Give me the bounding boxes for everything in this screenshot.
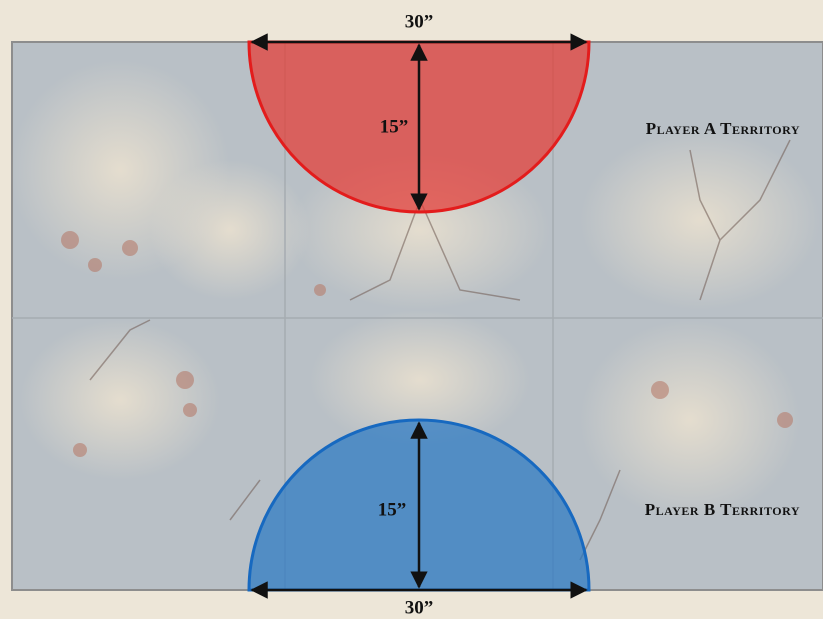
terrain bbox=[20, 320, 220, 480]
radius-label: 15” bbox=[378, 499, 407, 520]
dimension-arrows bbox=[250, 33, 588, 599]
terrain bbox=[580, 130, 820, 310]
territory-label: Player A Territory bbox=[646, 119, 800, 138]
width-label: 30” bbox=[405, 597, 434, 618]
terrain bbox=[310, 310, 530, 450]
radius-label: 15” bbox=[380, 116, 409, 137]
terrain bbox=[150, 160, 310, 300]
width-label: 30” bbox=[405, 11, 434, 32]
cracks bbox=[89, 139, 791, 561]
territory-label: Player B Territory bbox=[645, 500, 800, 519]
terrain bbox=[580, 320, 800, 520]
debris bbox=[61, 231, 793, 457]
